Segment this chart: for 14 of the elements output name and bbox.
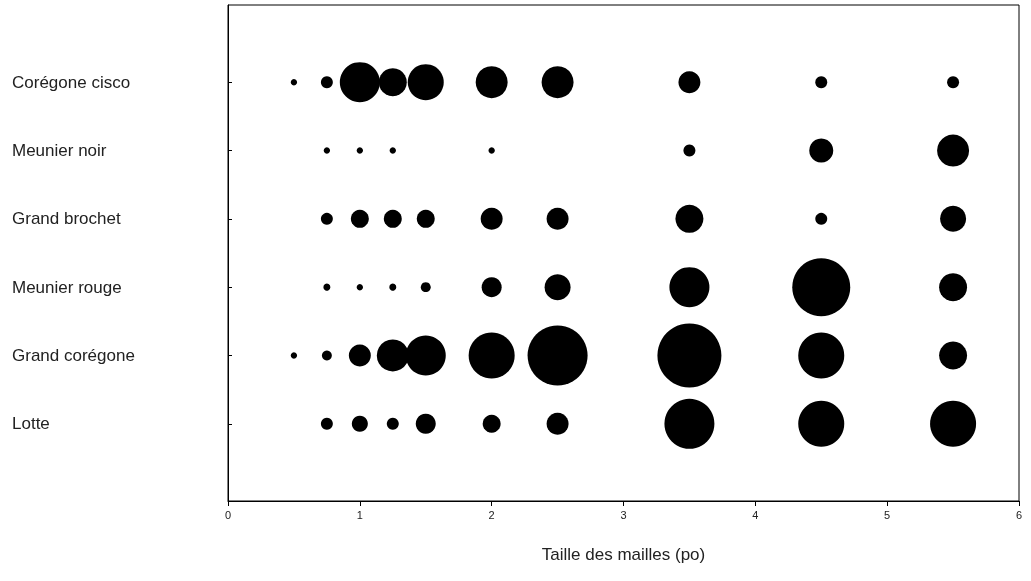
y-tick-label: Grand corégone bbox=[12, 345, 135, 365]
x-tick-label: 0 bbox=[224, 508, 232, 521]
x-tick-label: 4 bbox=[752, 508, 759, 521]
y-tick-label: Meunier rouge bbox=[12, 277, 122, 297]
x-tick-label: 5 bbox=[884, 508, 891, 521]
y-tick-label: Corégone cisco bbox=[12, 72, 131, 92]
x-axis-title: Taille des mailles (po) bbox=[541, 545, 706, 564]
y-tick-label: Lotte bbox=[12, 414, 50, 434]
x-tick-label: 6 bbox=[1015, 508, 1023, 521]
x-tick-label: 2 bbox=[488, 508, 495, 521]
y-tick-label: Grand brochet bbox=[12, 209, 121, 229]
x-tick-label: 1 bbox=[356, 508, 363, 521]
x-tick-label: 3 bbox=[620, 508, 627, 521]
y-tick-label: Meunier noir bbox=[12, 141, 107, 161]
